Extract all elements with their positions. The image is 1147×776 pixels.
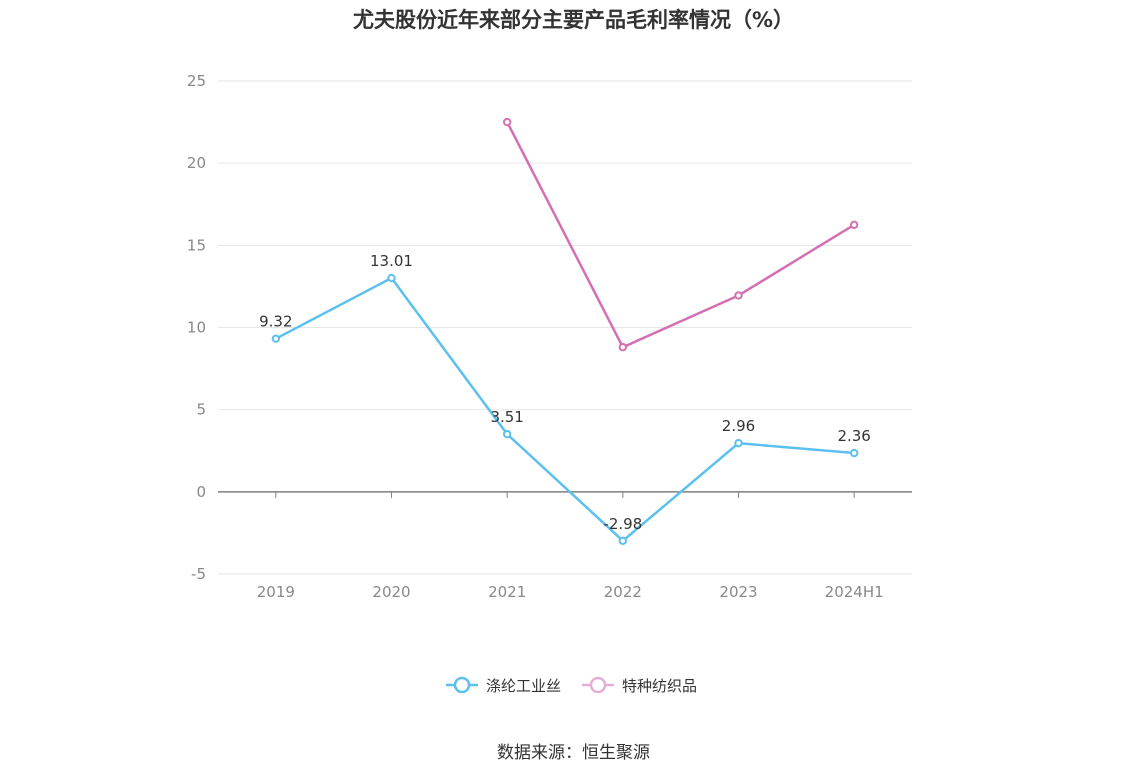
data-label: 13.01 — [370, 252, 413, 270]
y-tick-label: 15 — [187, 236, 206, 254]
data-label: -2.98 — [603, 515, 642, 533]
grid-lines — [218, 80, 912, 575]
data-point — [271, 334, 281, 343]
series-line — [275, 276, 855, 543]
y-axis-ticks: -5 0 5 10 15 20 25 — [187, 72, 206, 583]
y-tick-label: 5 — [196, 401, 206, 419]
data-point — [849, 448, 859, 458]
data-source: 数据来源：恒生聚源 — [497, 743, 650, 763]
data-point — [618, 343, 628, 352]
x-tick-label: 2023 — [719, 583, 757, 601]
x-tick-label: 2024H1 — [825, 583, 884, 601]
legend-label: 特种纺织品 — [622, 677, 697, 695]
y-tick-label: 10 — [187, 319, 206, 337]
legend-swatch-marker — [589, 676, 607, 694]
x-tick-label: 2019 — [257, 583, 295, 601]
data-point — [734, 291, 743, 300]
data-point — [387, 273, 396, 283]
data-label: 9.32 — [259, 313, 292, 331]
data-point — [849, 220, 859, 229]
data-label: 2.96 — [722, 417, 755, 435]
legend-swatch-marker — [453, 676, 471, 694]
data-label: 2.36 — [837, 427, 870, 445]
y-tick-label: 0 — [196, 483, 206, 501]
data-label: 3.51 — [490, 408, 523, 426]
data-point — [734, 438, 743, 448]
x-tick-label: 2021 — [488, 583, 526, 601]
series-group — [271, 117, 859, 546]
legend-label: 涤纶工业丝 — [486, 677, 561, 695]
chart-title: 尤夫股份近年来部分主要产品毛利率情况（%） — [352, 8, 795, 32]
data-point — [502, 429, 512, 439]
legend[interactable]: 涤纶工业丝 特种纺织品 — [446, 676, 697, 695]
data-point — [618, 536, 628, 546]
data-point — [502, 117, 512, 127]
legend-item[interactable]: 特种纺织品 — [582, 676, 697, 695]
x-tick-label: 2020 — [372, 583, 410, 601]
y-tick-label: 25 — [187, 72, 206, 90]
y-tick-label: -5 — [191, 565, 206, 583]
y-tick-label: 20 — [187, 154, 206, 172]
x-tick-label: 2022 — [604, 583, 642, 601]
x-axis: 2019 2020 2021 2022 2023 2024H1 — [218, 491, 912, 601]
series-line — [506, 121, 855, 349]
data-labels: 9.32 13.01 3.51 -2.98 2.96 2.36 — [259, 252, 871, 533]
legend-item[interactable]: 涤纶工业丝 — [446, 676, 561, 695]
